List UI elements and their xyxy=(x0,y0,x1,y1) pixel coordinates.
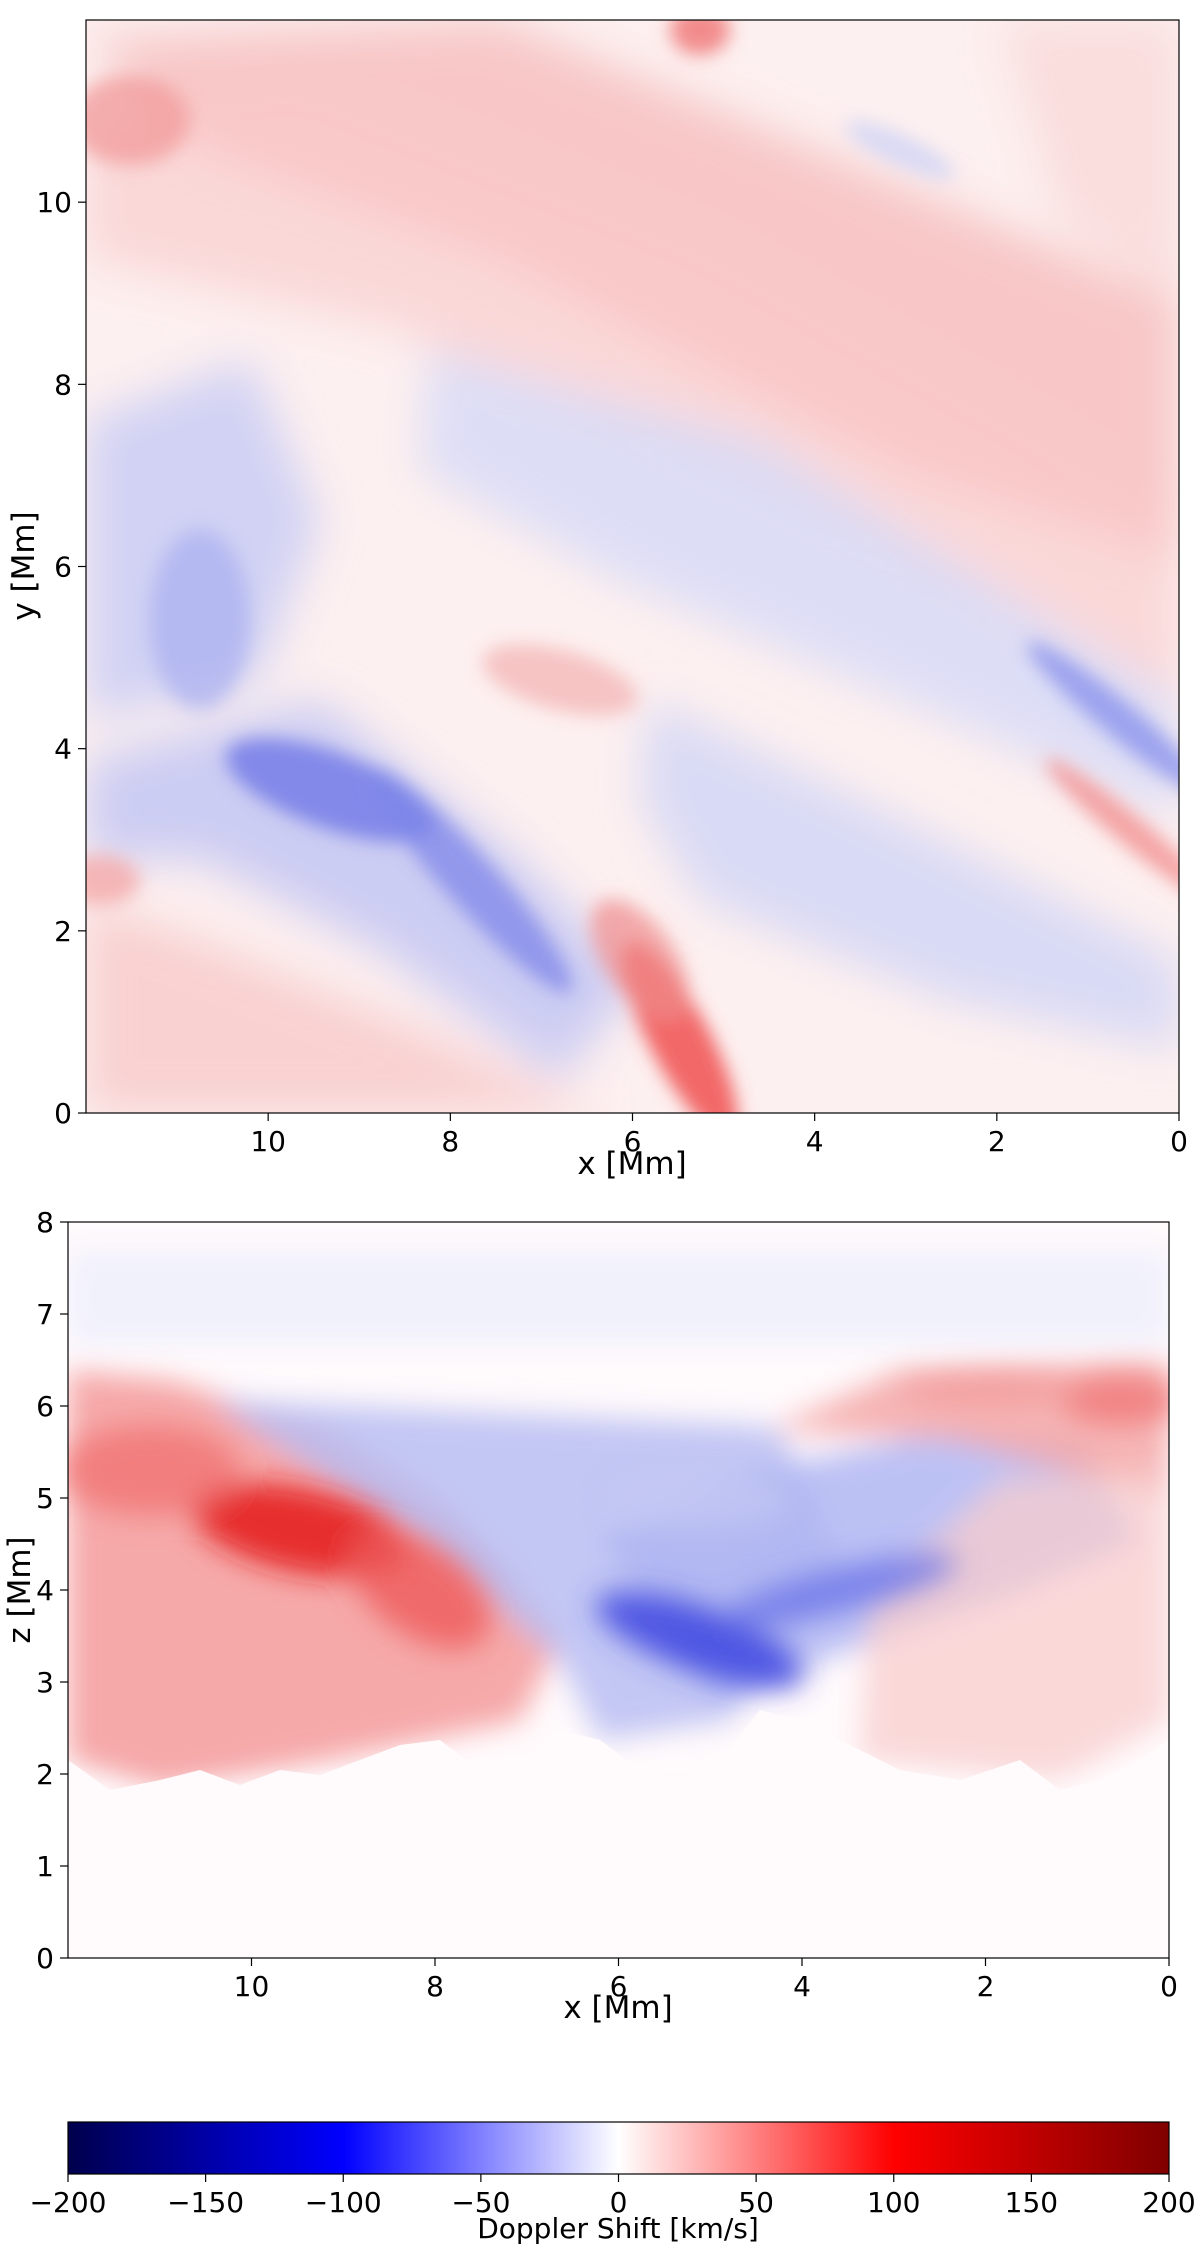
y-tick-label: 4 xyxy=(54,733,72,766)
y-tick-label: 1 xyxy=(36,1850,54,1883)
bottom-y-ticks: 0 1 2 3 4 5 6 7 8 xyxy=(36,1206,68,1975)
y-tick-label: 0 xyxy=(36,1942,54,1975)
bottom-doppler-map: 10 8 6 4 2 0 0 1 2 3 4 5 6 7 8 x [Mm] z [Mm] xyxy=(2,1206,1178,2026)
x-tick-label: 8 xyxy=(441,1125,459,1158)
y-tick-label: 5 xyxy=(36,1482,54,1515)
top-x-ticks: 10 8 6 4 2 0 xyxy=(250,1113,1188,1158)
x-tick-label: 6 xyxy=(624,1125,642,1158)
y-tick-label: 8 xyxy=(36,1206,54,1239)
top-doppler-map: 10 8 6 4 2 0 0 2 4 6 8 10 x [Mm] y [Mm] xyxy=(6,19,1188,1182)
x-tick-label: 8 xyxy=(426,1970,444,2003)
colorbar-tick-label: 200 xyxy=(1142,2186,1195,2219)
colorbar-tick-label: 150 xyxy=(1005,2186,1058,2219)
y-tick-label: 6 xyxy=(36,1390,54,1423)
colorbar-gradient xyxy=(67,2121,1170,2175)
y-tick-label: 4 xyxy=(36,1574,54,1607)
colorbar-tick-label: −50 xyxy=(451,2186,510,2219)
bottom-x-axis-label: x [Mm] xyxy=(563,1990,672,2026)
x-tick-label: 6 xyxy=(610,1970,628,2003)
y-tick-label: 10 xyxy=(36,186,72,219)
bottom-y-axis-label: z [Mm] xyxy=(2,1536,38,1643)
x-tick-label: 0 xyxy=(1160,1970,1178,2003)
x-tick-label: 10 xyxy=(250,1125,286,1158)
x-tick-label: 4 xyxy=(793,1970,811,2003)
x-tick-label: 4 xyxy=(806,1125,824,1158)
y-tick-label: 6 xyxy=(54,551,72,584)
colorbar-tick-label: 50 xyxy=(738,2186,774,2219)
bottom-x-ticks: 10 8 6 4 2 0 xyxy=(234,1958,1178,2003)
top-y-axis-label: y [Mm] xyxy=(6,511,42,620)
y-tick-label: 0 xyxy=(54,1097,72,1130)
y-tick-label: 3 xyxy=(36,1666,54,1699)
bottom-features xyxy=(68,1374,1169,1689)
x-tick-label: 2 xyxy=(977,1970,995,2003)
colorbar-tick-label: −100 xyxy=(305,2186,382,2219)
x-tick-label: 2 xyxy=(988,1125,1006,1158)
x-tick-label: 10 xyxy=(234,1970,270,2003)
top-features xyxy=(86,20,1179,1113)
colorbar-label: Doppler Shift [km/s] xyxy=(477,2212,759,2245)
y-tick-label: 2 xyxy=(36,1758,54,1791)
colorbar: −200 −150 −100 −50 0 50 100 150 200 Doppler Shif… xyxy=(30,2121,1196,2245)
x-tick-label: 0 xyxy=(1170,1125,1188,1158)
top-x-axis-label: x [Mm] xyxy=(577,1146,686,1182)
colorbar-tick-label: 0 xyxy=(610,2186,628,2219)
colorbar-tick-label: −150 xyxy=(167,2186,244,2219)
y-tick-label: 2 xyxy=(54,915,72,948)
y-tick-label: 7 xyxy=(36,1298,54,1331)
top-y-ticks: 0 2 4 6 8 10 xyxy=(36,186,86,1130)
colorbar-tick-label: 100 xyxy=(867,2186,920,2219)
colorbar-ticks: −200 −150 −100 −50 0 50 100 150 200 xyxy=(30,2174,1196,2219)
top-texture xyxy=(86,20,1179,1113)
y-tick-label: 8 xyxy=(54,368,72,401)
colorbar-tick-label: −200 xyxy=(30,2186,107,2219)
